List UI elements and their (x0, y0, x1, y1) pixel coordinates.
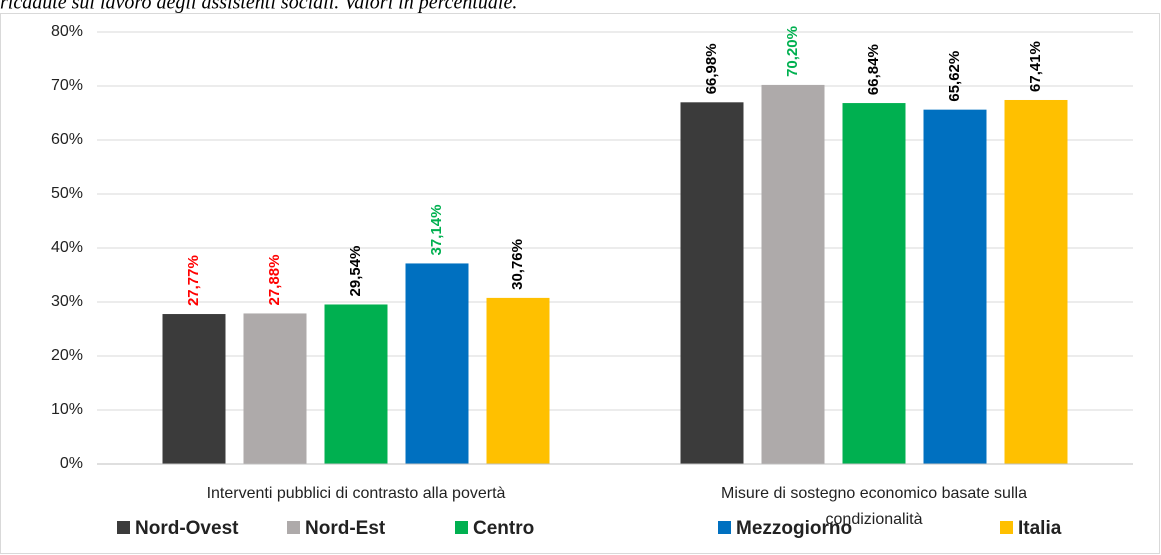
y-tick-label: 30% (51, 293, 83, 310)
y-tick-label: 60% (51, 131, 83, 148)
x-tick-label-line: Misure di sostegno economico basate sull… (721, 485, 1027, 502)
value-label: 30,76% (509, 239, 526, 290)
bar (923, 109, 987, 464)
bar (1004, 99, 1068, 465)
value-label: 70,20% (784, 26, 801, 77)
legend-label: Nord-Est (305, 518, 386, 539)
legend-label: Italia (1018, 518, 1062, 539)
legend-swatch (117, 521, 130, 534)
chart-subtitle: ricadute sul lavoro degli assistenti soc… (0, 0, 517, 14)
legend-label: Nord-Ovest (135, 518, 239, 539)
legend-label: Centro (473, 518, 534, 539)
y-tick-label: 20% (51, 347, 83, 364)
value-label: 29,54% (347, 246, 364, 297)
legend-swatch (455, 521, 468, 534)
value-label: 27,88% (266, 255, 283, 306)
bar (486, 297, 550, 464)
bar (842, 103, 906, 465)
value-label: 27,77% (185, 255, 202, 306)
legend-swatch (287, 521, 300, 534)
y-tick-label: 40% (51, 239, 83, 256)
bar (680, 102, 744, 465)
bar (324, 304, 388, 464)
value-label: 67,41% (1027, 41, 1044, 92)
bar (761, 84, 825, 465)
y-tick-label: 10% (51, 401, 83, 418)
x-tick-label-line: condizionalità (826, 511, 923, 528)
y-tick-label: 50% (51, 185, 83, 202)
bar (405, 263, 469, 464)
value-label: 65,62% (946, 51, 963, 102)
legend-label: Mezzogiorno (736, 518, 852, 539)
x-tick-label: Interventi pubblici di contrasto alla po… (207, 485, 506, 502)
legend-swatch (1000, 521, 1013, 534)
y-tick-label: 70% (51, 77, 83, 94)
y-tick-label: 80% (51, 23, 83, 40)
value-label: 66,84% (865, 44, 882, 95)
value-label: 37,14% (428, 205, 445, 256)
legend-swatch (718, 521, 731, 534)
bar (243, 313, 307, 464)
y-tick-label: 0% (60, 455, 83, 472)
value-label: 66,98% (703, 43, 720, 94)
bar (162, 314, 226, 464)
x-tick-label: Misure di sostegno economico basate sull… (721, 485, 1027, 528)
